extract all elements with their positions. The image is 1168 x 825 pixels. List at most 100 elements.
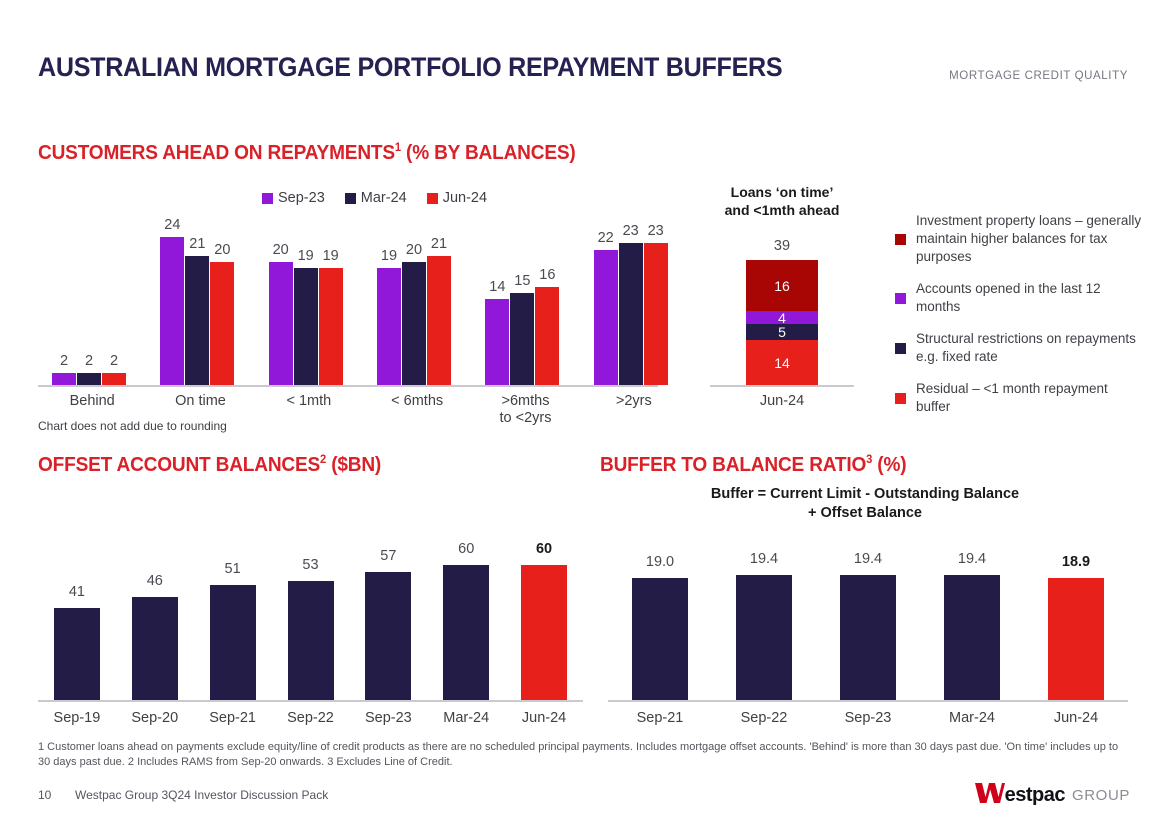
category-label: Sep-22: [740, 710, 788, 726]
category-label: Sep-21: [209, 710, 256, 726]
page-title: AUSTRALIAN MORTGAGE PORTFOLIO REPAYMENT …: [38, 52, 783, 82]
category-label: Mar-24: [949, 710, 995, 726]
category-label: Sep-23: [844, 710, 892, 726]
bar-value-label: 51: [224, 561, 241, 578]
footnotes: 1 Customer loans ahead on payments exclu…: [38, 741, 1119, 768]
stacked-bar: 14 5 4 16: [746, 260, 818, 385]
stacked-legend: Investment property loans – generally ma…: [895, 212, 1145, 430]
bar-value-label: 18.9: [1061, 554, 1091, 571]
offset-account-balances-chart: 41 Sep-19 46 Sep-20 51 Sep-21 53 Sep-22 57 Sep-23…: [38, 500, 583, 730]
bar: [185, 255, 210, 385]
offset-title-sup: 2: [320, 452, 327, 466]
legend-swatch-icon: [895, 342, 906, 354]
bar-value-label: 16: [539, 266, 556, 283]
bar: [293, 268, 318, 385]
legend-swatch-icon: [262, 192, 273, 204]
offset-title-text: OFFSET ACCOUNT BALANCES: [38, 452, 321, 476]
category-label: Jun-24: [521, 710, 567, 726]
x-axis-line: [38, 700, 583, 702]
stacked-segment: 4: [746, 310, 818, 326]
bar: [485, 298, 510, 385]
bar: [52, 372, 76, 385]
legend-swatch-icon: [344, 192, 356, 204]
legend-item: Residual – <1 month repayment buffer: [895, 380, 1145, 416]
bar: [102, 372, 126, 385]
customers-ahead-chart: 2 2 2 Behind 24 21 20 On time 20 19 19 < 1mth 19 20 21…: [38, 210, 688, 426]
bar-value-label: 60: [535, 541, 553, 557]
bar: [77, 372, 101, 385]
bar: [643, 243, 668, 385]
legend-label: Sep-23: [278, 190, 325, 206]
legend-label: Accounts opened in the last 12 months: [916, 281, 1101, 314]
bar: [287, 580, 334, 700]
bar: [944, 575, 1000, 700]
bar: [443, 565, 490, 700]
bar: [377, 268, 401, 385]
category-label: Sep-19: [53, 710, 101, 726]
bar-value-label: 14: [489, 278, 506, 295]
bar-value-label: 22: [597, 229, 614, 246]
legend-label: Jun-24: [442, 190, 488, 206]
legend-item: Accounts opened in the last 12 months: [895, 280, 1145, 316]
legend-item: Mar-24: [344, 190, 407, 206]
westpac-group-label: GROUP: [1071, 787, 1130, 804]
bar-value-label: 57: [380, 547, 397, 564]
bar: [131, 596, 178, 700]
legend-item: Sep-23: [262, 190, 325, 206]
bar-value-label: 2: [59, 352, 69, 369]
bar-value-label: 20: [214, 241, 231, 258]
legend-label: Mar-24: [360, 190, 407, 206]
category-label: Jun-24: [1053, 710, 1099, 726]
bar-value-label: 19.0: [645, 553, 675, 570]
page-number: 10: [38, 788, 52, 802]
deck-name: Westpac Group 3Q24 Investor Discussion P…: [75, 788, 329, 802]
category-label: >2yrs: [615, 393, 652, 409]
bar-value-label: 19.4: [853, 551, 883, 567]
westpac-wordmark: estpac: [1004, 784, 1066, 806]
bar-value-label: 19: [322, 248, 339, 265]
rounding-note: Chart does not add due to rounding: [38, 419, 227, 433]
bar: [268, 261, 293, 385]
category-label: < 1mth: [286, 393, 332, 409]
category-label: Sep-22: [287, 710, 334, 726]
legend-label: Residual – <1 month repayment buffer: [916, 381, 1108, 414]
stack-total-label: 39: [773, 238, 791, 254]
category-label: Sep-21: [636, 710, 684, 726]
stacked-segment: 14: [746, 340, 818, 385]
bar-value-label: 19.4: [749, 551, 779, 567]
bar: [209, 585, 256, 700]
bar-value-label: 21: [189, 235, 206, 252]
bar-value-label: 41: [68, 583, 85, 600]
legend-item: Investment property loans – generally ma…: [895, 212, 1145, 266]
legend-item: Structural restrictions on repayments e.…: [895, 330, 1145, 366]
bar-value-label: 19: [297, 248, 314, 265]
bar-value-label: 2: [84, 352, 94, 369]
x-axis-line: [710, 385, 854, 387]
category-label: On time: [175, 393, 226, 409]
bar: [1048, 578, 1104, 700]
offset-title: OFFSET ACCOUNT BALANCES2 ($BN): [38, 452, 381, 477]
buffer-ratio-subcaption: Buffer = Current Limit - Outstanding Bal…: [600, 485, 1130, 523]
bar: [210, 261, 235, 385]
buffer-ratio-subcaption-line1: Buffer = Current Limit - Outstanding Bal…: [710, 486, 1020, 502]
category-label: Mar-24: [443, 710, 490, 726]
loans-on-time-chart: 14 5 4 16 39 Jun-24: [692, 230, 872, 420]
category-label: >6mths to <2yrs: [499, 393, 552, 426]
bar-value-label: 20: [405, 241, 423, 258]
bar: [618, 243, 643, 385]
westpac-w-icon: [974, 782, 1005, 809]
category-label: Jun-24: [759, 393, 805, 409]
section-eyebrow: MORTGAGE CREDIT QUALITY: [949, 70, 1128, 82]
category-label: Sep-20: [131, 710, 179, 726]
customers-ahead-title: CUSTOMERS AHEAD ON REPAYMENTS1 (% BY BAL…: [38, 140, 576, 165]
loans-on-time-heading-line1: Loans ‘on time’: [730, 184, 834, 200]
bar: [736, 575, 792, 700]
bar-value-label: 2: [109, 352, 119, 369]
legend-swatch-icon: [895, 292, 906, 304]
category-label: Sep-23: [364, 710, 412, 726]
bar-value-label: 24: [164, 217, 181, 234]
stacked-segment: 16: [746, 260, 818, 312]
series-legend: Sep-23 Mar-24 Jun-24: [262, 190, 487, 206]
bar: [402, 261, 426, 385]
buffer-ratio-title: BUFFER TO BALANCE RATIO3 (%): [600, 452, 907, 477]
